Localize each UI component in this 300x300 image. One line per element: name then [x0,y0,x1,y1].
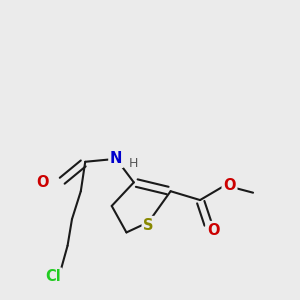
Text: S: S [143,218,154,232]
Text: H: H [129,157,139,170]
Text: Cl: Cl [45,269,61,284]
Text: O: O [36,175,49,190]
Text: O: O [207,223,220,238]
Text: N: N [110,151,122,166]
Text: O: O [223,178,236,194]
